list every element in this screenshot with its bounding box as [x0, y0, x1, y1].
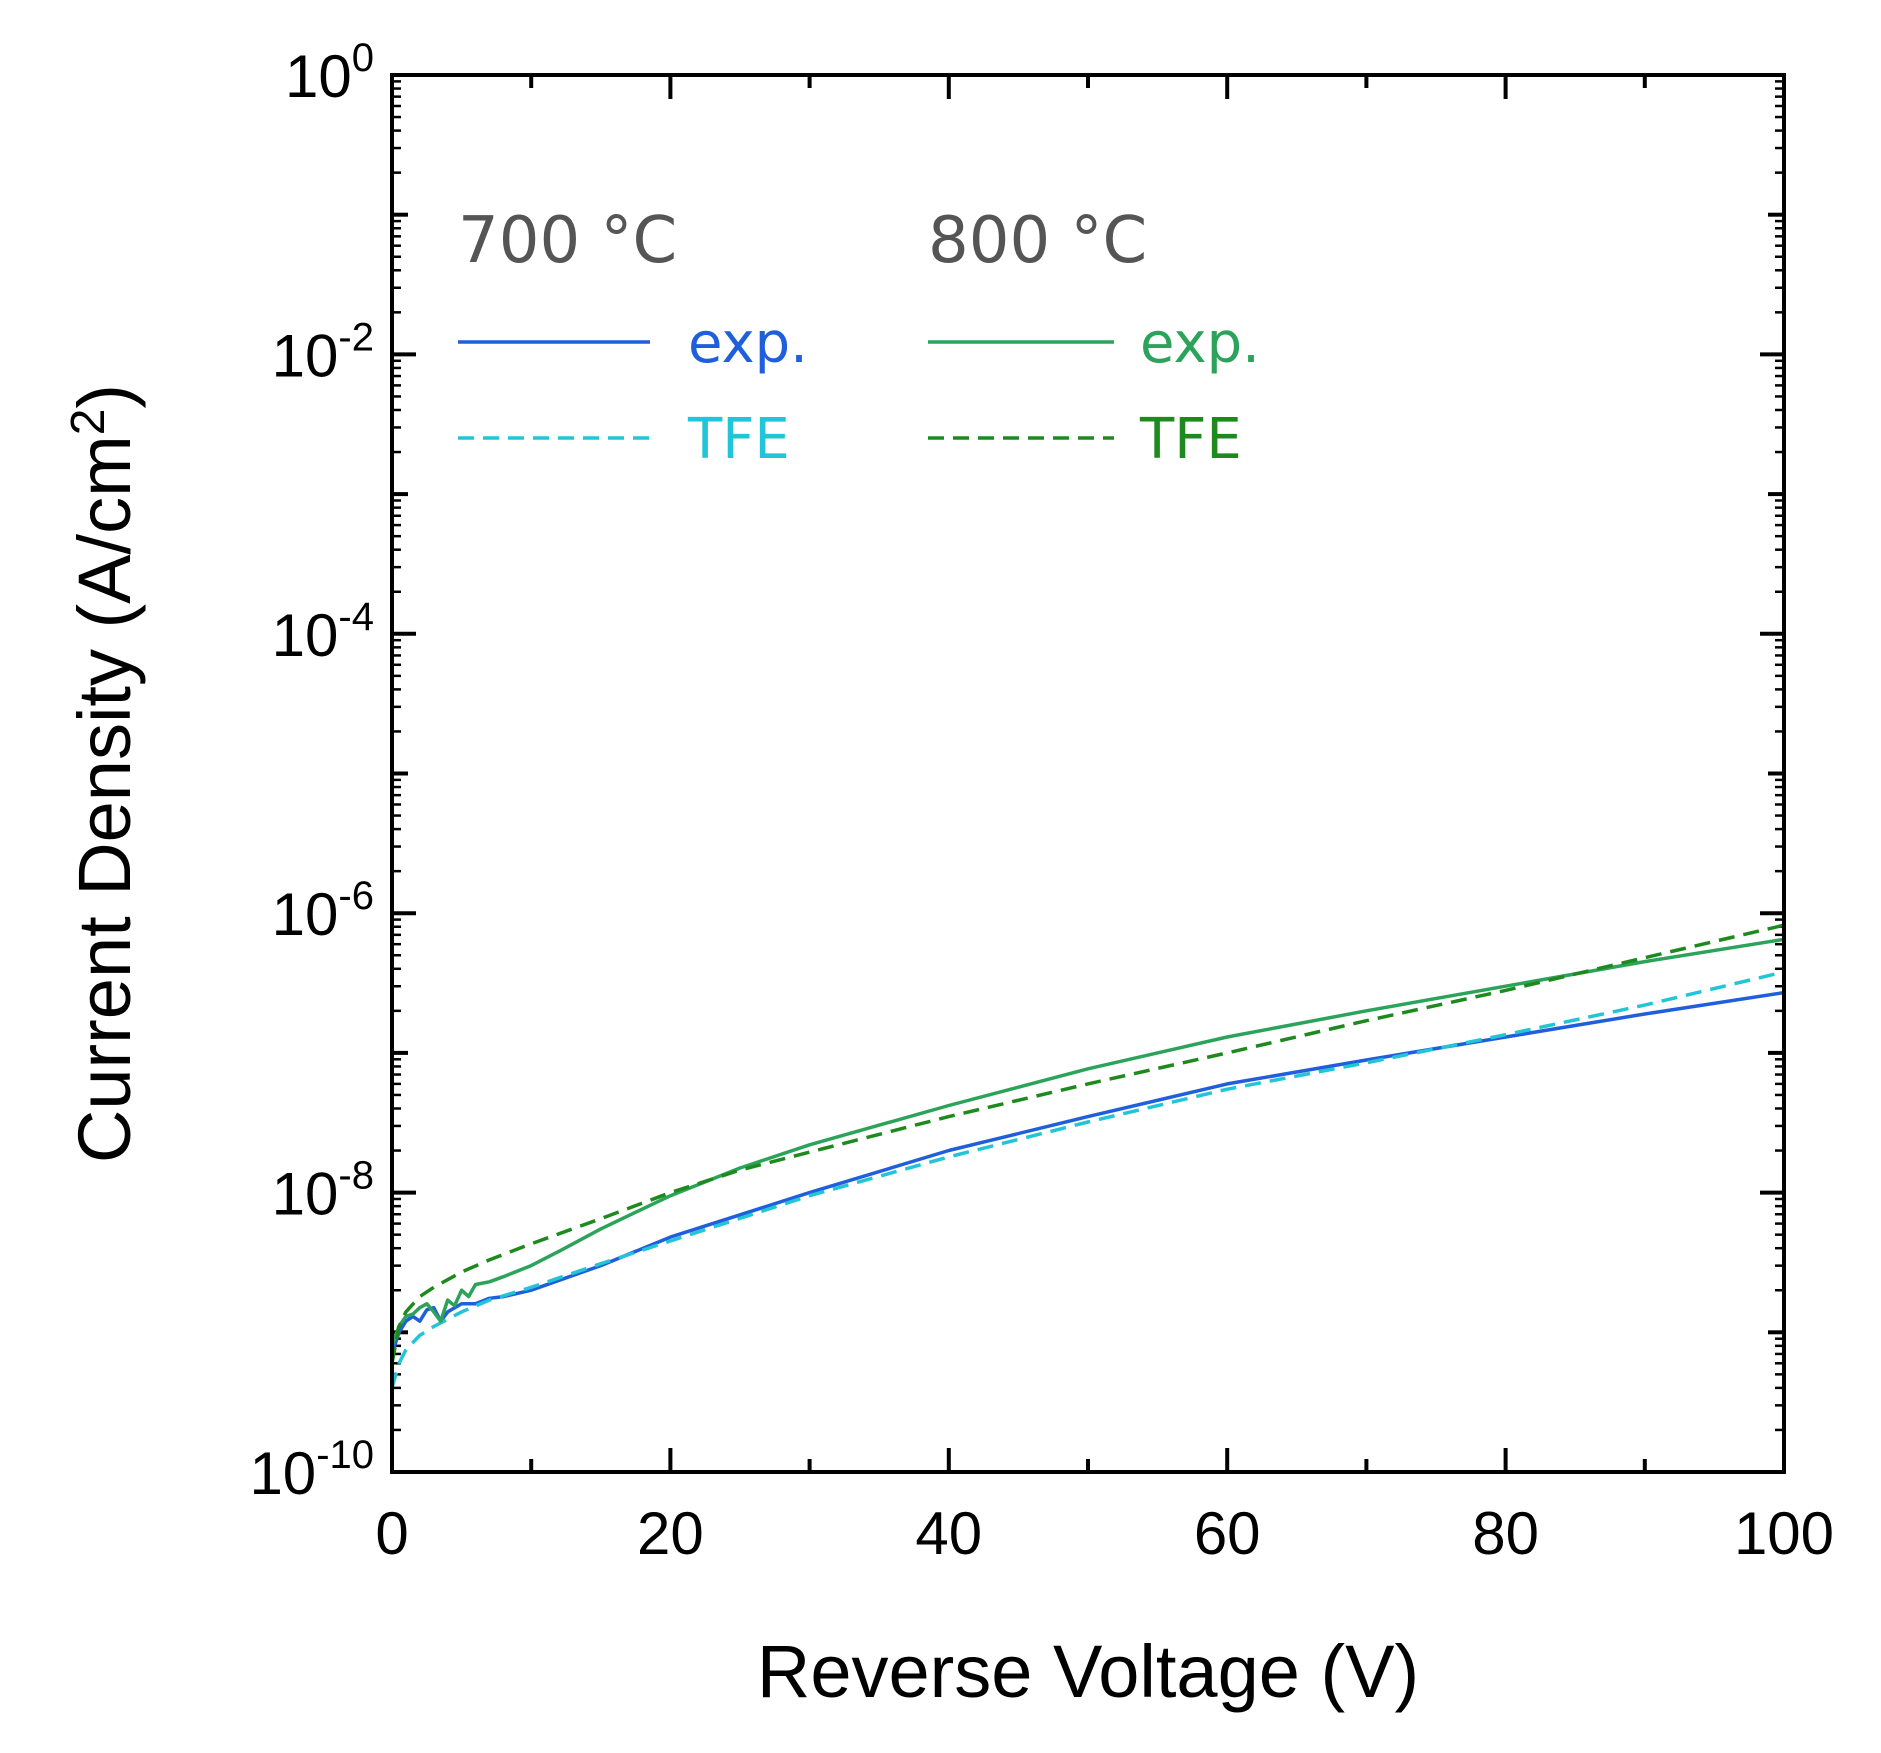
- x-axis-title: Reverse Voltage (V): [757, 1630, 1419, 1713]
- legend-label: TFE: [687, 407, 790, 472]
- y-tick-label-exponent: -8: [338, 1154, 374, 1198]
- y-tick-label: 10-10: [249, 1433, 374, 1507]
- series-line-700-tfe: [392, 970, 1784, 1389]
- y-tick-label-base: 10: [272, 602, 339, 669]
- legend-label: exp.: [688, 311, 808, 376]
- legend-heading: 700 °C: [458, 204, 677, 278]
- y-tick-label: 10-8: [272, 1154, 374, 1228]
- y-tick-label-exponent: -4: [338, 595, 374, 639]
- legend-heading: 800 °C: [928, 204, 1147, 278]
- y-axis-title-tail: ): [63, 384, 146, 409]
- plot-frame: [390, 73, 1786, 1474]
- x-tick-label: 100: [1734, 1500, 1834, 1567]
- y-tick-label: 100: [285, 36, 374, 110]
- y-tick-label-exponent: -10: [316, 1433, 374, 1477]
- x-tick-label: 20: [637, 1500, 704, 1567]
- y-axis-title: Current Density (A/cm2): [62, 384, 147, 1163]
- y-tick-label: 10-4: [272, 595, 374, 669]
- y-tick-label: 10-2: [272, 315, 374, 389]
- legend-label: TFE: [1139, 407, 1242, 472]
- x-tick-label: 80: [1472, 1500, 1539, 1567]
- x-tick-label: 40: [915, 1500, 982, 1567]
- y-tick-label-base: 10: [272, 322, 339, 389]
- series-layer: [392, 923, 1784, 1389]
- y-tick-label-exponent: 0: [352, 36, 374, 80]
- x-tick-label: 0: [375, 1500, 408, 1567]
- y-tick-label-base: 10: [249, 1440, 316, 1507]
- y-axis-title-sup: 2: [62, 409, 115, 436]
- y-tick-label-exponent: -6: [338, 874, 374, 918]
- series-line-700-exp-: [392, 990, 1784, 1355]
- y-tick-label-exponent: -2: [338, 315, 374, 359]
- x-tick-label: 60: [1194, 1500, 1261, 1567]
- y-tick-label-base: 10: [272, 881, 339, 948]
- y-tick-label: 10-6: [272, 874, 374, 948]
- y-tick-label-base: 10: [272, 1161, 339, 1228]
- y-axis-title-base: Current Density (A/cm: [63, 435, 146, 1163]
- series-line-800-tfe: [392, 923, 1784, 1364]
- y-tick-label-base: 10: [285, 43, 352, 110]
- legend-label: exp.: [1140, 311, 1260, 376]
- series-line-800-exp-: [392, 937, 1784, 1347]
